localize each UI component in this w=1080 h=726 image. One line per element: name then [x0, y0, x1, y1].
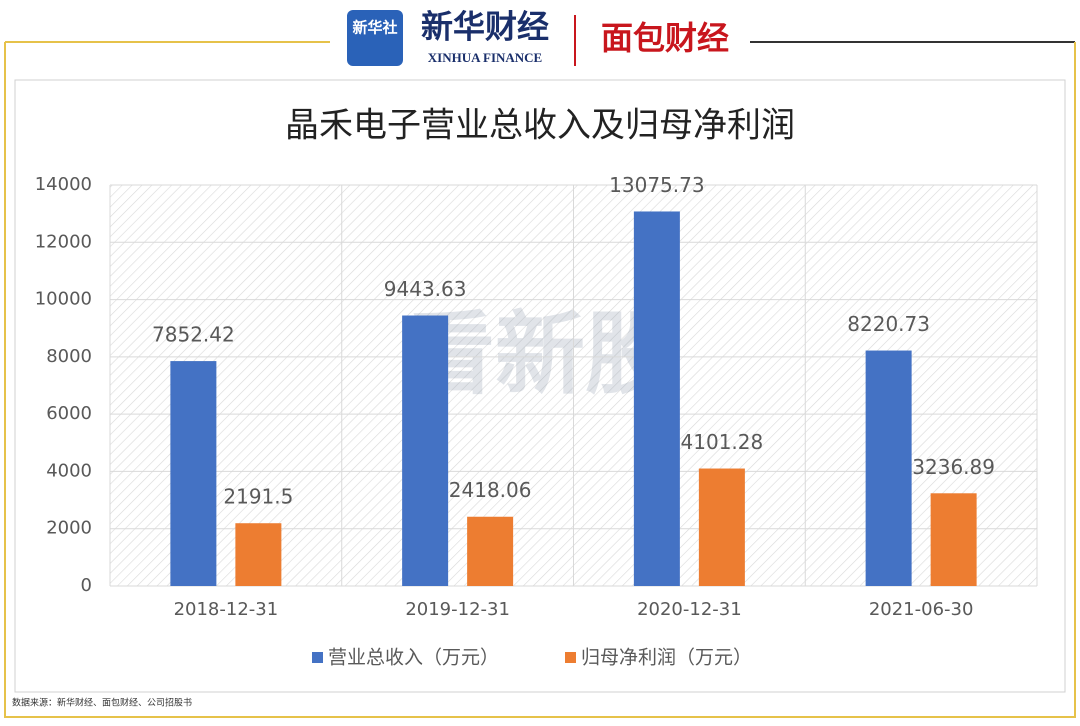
bar [467, 516, 514, 586]
brand: 新华财经 [421, 8, 549, 44]
chart-title: 晶禾电子营业总收入及归母净利润 [285, 106, 795, 146]
x-tick-label: 2021-06-30 [869, 599, 974, 620]
bar [633, 211, 680, 586]
value-label: 8220.73 [847, 312, 930, 336]
y-tick-label: 12000 [35, 231, 92, 252]
value-label: 2191.5 [223, 485, 293, 509]
bar [698, 468, 745, 586]
value-label: 9443.63 [384, 277, 467, 301]
x-tick-label: 2020-12-31 [637, 599, 742, 620]
x-tick-label: 2019-12-31 [405, 599, 510, 620]
legend-swatch [565, 652, 576, 663]
y-tick-label: 10000 [35, 289, 92, 310]
bar [170, 361, 217, 586]
footer-source: 数据来源：新华财经、面包财经、公司招股书 [12, 697, 192, 709]
value-label: 3236.89 [912, 455, 995, 479]
x-tick-label: 2018-12-31 [174, 599, 279, 620]
y-tick-label: 6000 [46, 403, 92, 424]
frame [4, 42, 1076, 718]
partner: 面包财经 [601, 19, 729, 57]
legend-label: 归母净利润（万元） [581, 647, 752, 669]
y-tick-label: 4000 [46, 460, 92, 481]
agency-logo [347, 10, 403, 66]
value-label: 4101.28 [681, 430, 764, 454]
y-tick-label: 14000 [35, 174, 92, 195]
y-tick-label: 2000 [46, 518, 92, 539]
y-tick-label: 8000 [46, 346, 92, 367]
brand-en: XINHUA FINANCE [428, 50, 542, 65]
bar [235, 523, 282, 586]
agency-name: 新华社 [352, 19, 397, 37]
value-label: 7852.42 [152, 323, 235, 347]
bar [865, 350, 912, 586]
bar [402, 315, 449, 586]
bar [930, 493, 977, 586]
legend-swatch [312, 652, 323, 663]
watermark: 看新股 [405, 302, 675, 407]
value-label: 2418.06 [449, 478, 532, 502]
legend-label: 营业总收入（万元） [328, 647, 499, 669]
y-tick-label: 0 [81, 575, 92, 596]
value-label: 13075.73 [609, 173, 704, 197]
